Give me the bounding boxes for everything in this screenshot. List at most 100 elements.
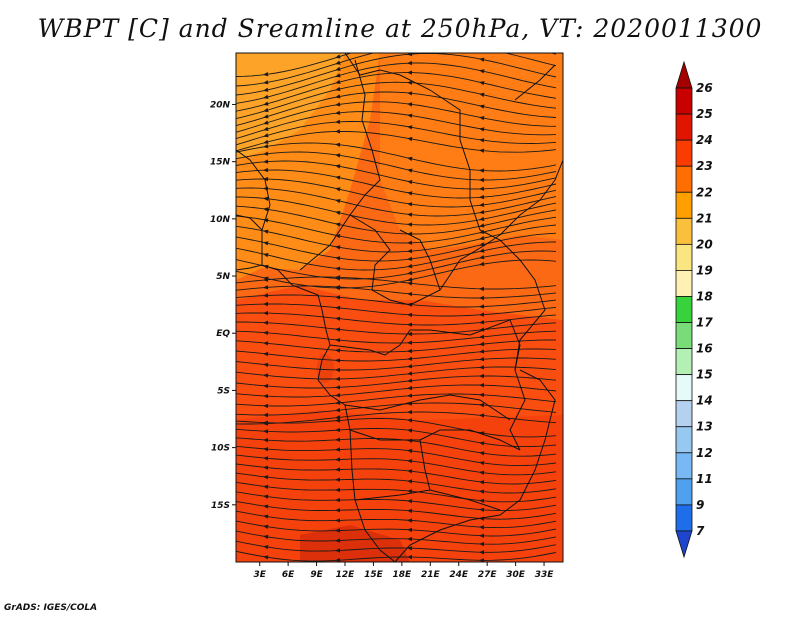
streamline-arrow (479, 127, 485, 132)
streamline (236, 348, 557, 362)
streamline-arrow (407, 240, 413, 245)
streamline-arrow (335, 508, 340, 513)
field-region-sahara (236, 53, 345, 160)
streamline-arrow (263, 383, 269, 389)
streamline (236, 520, 557, 537)
colorbar: 26 25 24 23 22 21 20 19 18 17 16 15 14 13 12 11 9 7 (675, 60, 713, 559)
streamline-arrow (479, 383, 484, 388)
streamline-arrow (479, 35, 484, 39)
streamline-arrow (335, 348, 341, 353)
streamline (236, 312, 557, 326)
streamline-arrow (479, 194, 485, 200)
grads-credit: GrADS: IGES/COLA (4, 603, 98, 613)
streamline-arrow (263, 330, 269, 336)
colorbar-swatch (675, 504, 693, 532)
colorbar-swatch (675, 400, 693, 428)
latitude-axis: 20N 15N 10N 5N EQ 5S 10S 15S (210, 100, 236, 511)
streamline-arrow (407, 270, 413, 276)
streamline-arrow (263, 310, 268, 316)
streamline-arrow (263, 524, 269, 529)
streamline (236, 437, 557, 457)
streamline-arrow (407, 340, 413, 345)
streamline-arrow (335, 367, 340, 373)
streamline-arrow (407, 385, 413, 391)
streamline-arrow (263, 94, 269, 99)
streamline-arrow (407, 508, 413, 514)
streamline (236, 375, 557, 389)
colorbar-swatch (675, 87, 693, 115)
streamline (236, 178, 557, 208)
streamline-arrow (263, 277, 269, 282)
colorbar-swatch (675, 426, 693, 454)
streamline (236, 53, 557, 87)
streamline (236, 418, 557, 438)
streamline-arrow (335, 518, 341, 523)
streamline-arrow (479, 327, 485, 332)
colorbar-swatch (675, 478, 693, 506)
colorbar-label: 24 (696, 133, 713, 147)
streamline-arrow (479, 295, 484, 301)
lon-tick-label: 6E (282, 570, 295, 580)
streamline (236, 187, 557, 217)
streamline-arrow (335, 528, 341, 533)
streamline-arrow (479, 489, 485, 494)
streamline-arrow (407, 191, 413, 196)
streamline-arrow (407, 222, 413, 227)
colorbar-label: 15 (696, 368, 713, 382)
streamline-arrow (479, 304, 485, 309)
streamline-arrow (335, 129, 341, 134)
streamline-arrow (263, 285, 269, 290)
streamline-arrow (263, 465, 269, 470)
streamline-arrow (479, 202, 485, 207)
streamline-arrow (263, 139, 269, 144)
streamline (236, 393, 557, 407)
lon-tick-label: 18E (393, 570, 413, 580)
streamline-arrow (479, 441, 485, 446)
streamline (236, 550, 557, 562)
streamline-arrow (335, 376, 340, 382)
streamline-arrow (479, 248, 485, 253)
streamline (236, 540, 557, 553)
colorbar-label: 25 (696, 107, 713, 121)
streamline-arrow (479, 229, 485, 234)
colorbar-label: 23 (696, 159, 713, 173)
streamline-arrow (335, 222, 341, 227)
lat-tick-label: 10N (210, 215, 231, 225)
wbpt-field (236, 35, 563, 562)
streamline-arrow (335, 54, 341, 59)
colorbar-label: 26 (696, 81, 713, 95)
streamline-arrow (335, 467, 341, 472)
streamline-arrow (479, 550, 485, 555)
lon-tick-label: 33E (535, 570, 555, 580)
streamline-arrow (263, 504, 269, 509)
streamline-arrow (335, 305, 341, 311)
streamline-arrow (479, 261, 485, 267)
streamline-arrow (263, 341, 269, 346)
streamline-arrow (263, 484, 269, 490)
streamline-arrow (479, 57, 485, 62)
streamline-arrow (407, 356, 413, 361)
streamline (236, 72, 557, 112)
streamline-arrow (407, 113, 413, 118)
streamline-arrow (479, 470, 485, 475)
lat-tick-label: 15S (211, 501, 230, 511)
colorbar-swatch (675, 452, 693, 480)
streamline-arrow (335, 477, 341, 482)
streamline-arrow (407, 202, 413, 207)
streamline-arrow (335, 415, 341, 420)
streamline-arrow (263, 456, 269, 461)
streamline-arrow (335, 400, 341, 405)
streamline-arrow (479, 138, 485, 143)
streamline (236, 215, 557, 244)
streamline-arrow (263, 514, 269, 519)
colorbar-swatch (675, 165, 693, 193)
streamline-arrow (335, 60, 341, 65)
field-region-peak (300, 525, 410, 562)
streamline-arrow (479, 168, 485, 173)
streamline-arrow (479, 186, 485, 191)
streamline-arrow (335, 407, 341, 413)
field-region-hotspot (316, 354, 335, 384)
streamline-arrow (479, 312, 485, 317)
colorbar-label: 14 (696, 394, 713, 408)
